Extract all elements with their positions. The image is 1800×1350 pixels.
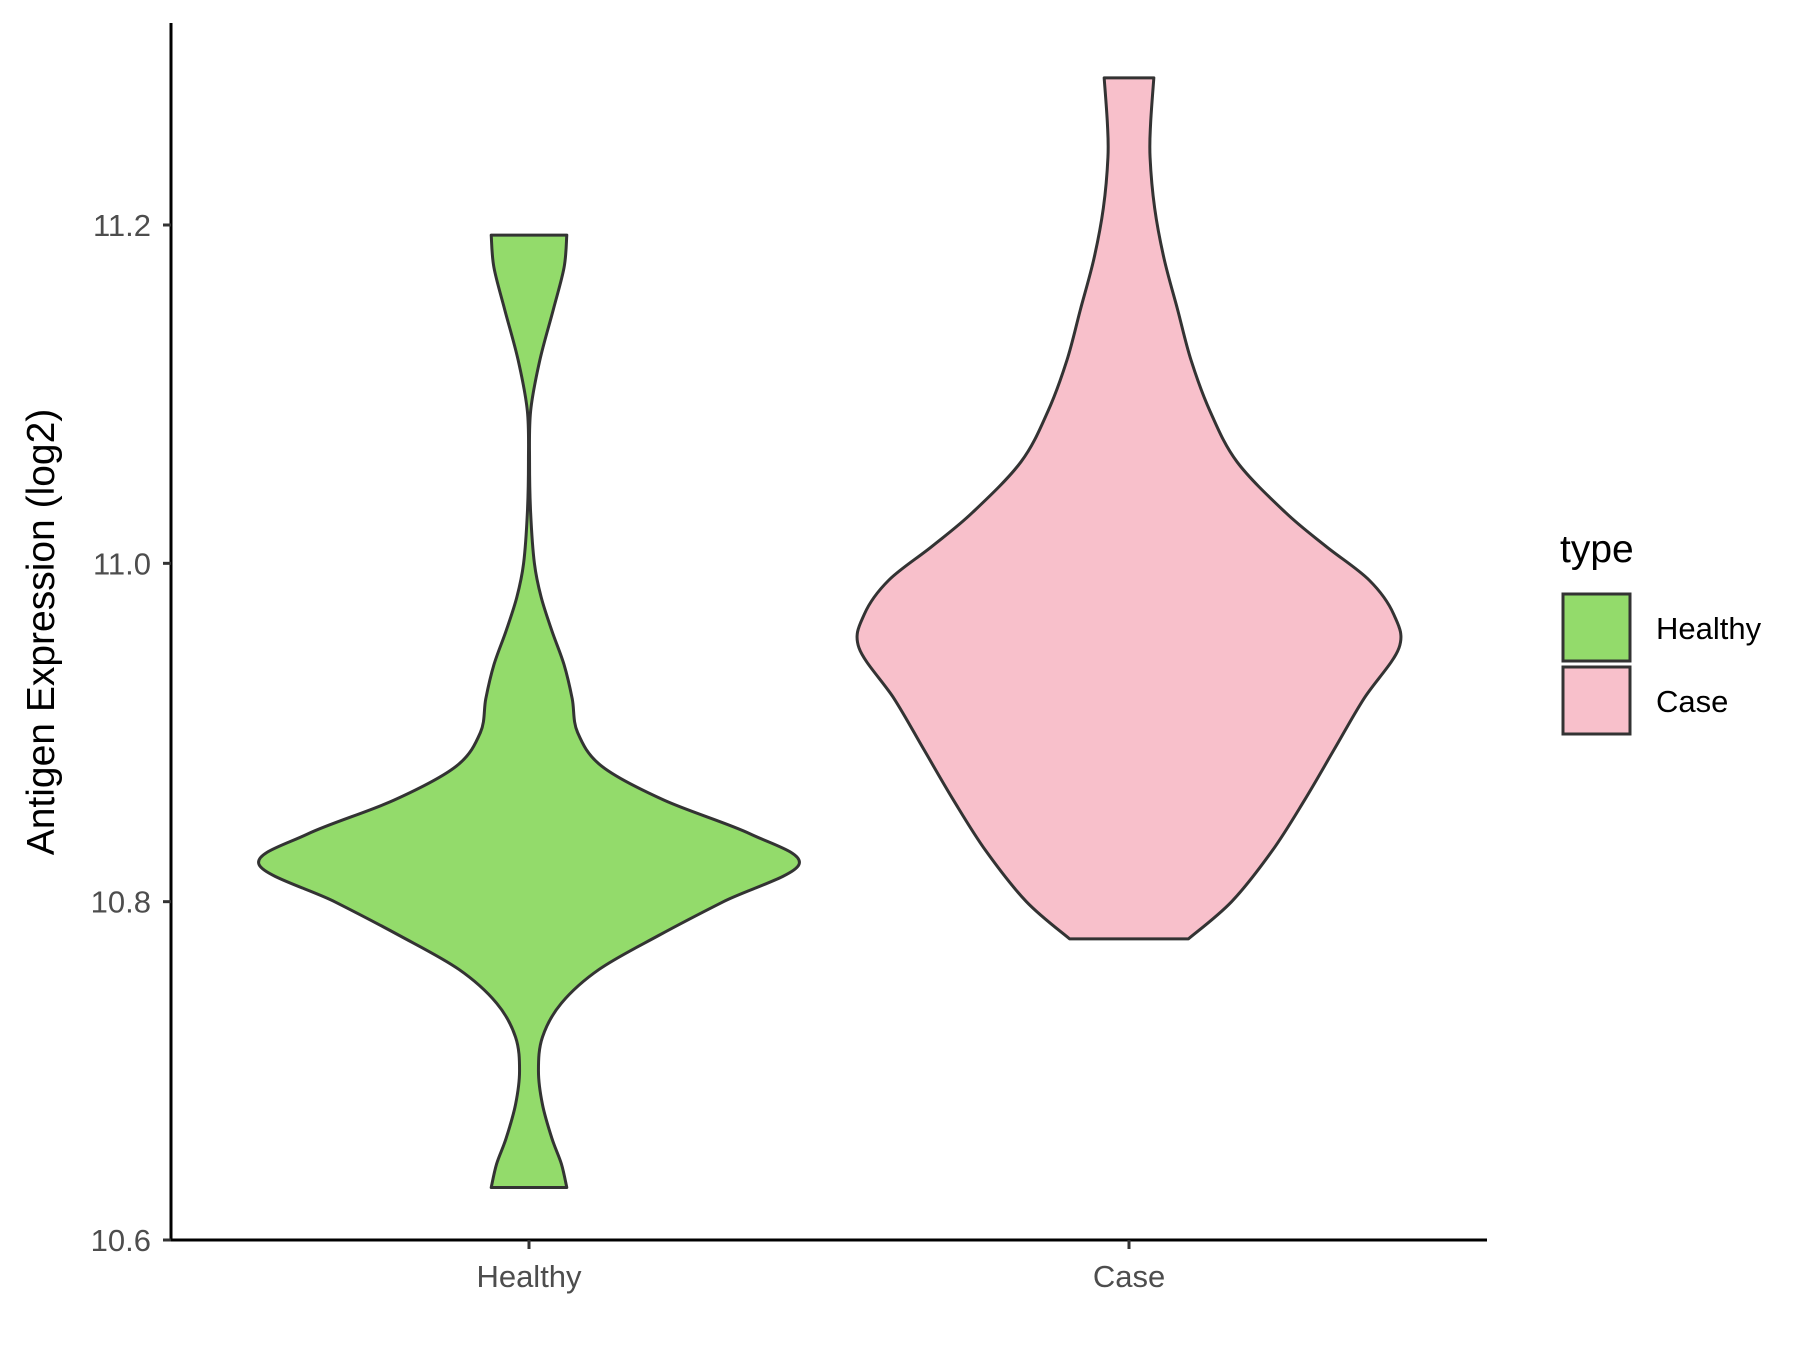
x-ticks: Healthy Case: [476, 1240, 1165, 1294]
violin-healthy: [257, 233, 801, 1190]
y-tick-label: 11.0: [93, 546, 151, 581]
violins-layer: [257, 76, 1403, 1190]
legend: type Healthy Case: [1560, 528, 1762, 736]
x-tick-label: Case: [1093, 1259, 1165, 1294]
legend-key-healthy: [1561, 592, 1632, 663]
violin-case: [855, 76, 1403, 941]
y-axis-title: Antigen Expression (log2): [20, 409, 63, 856]
legend-key-case: [1561, 665, 1632, 736]
y-ticks: 10.6 10.8 11.0 11.2: [91, 208, 171, 1258]
y-tick-label: 10.8: [91, 885, 151, 920]
legend-title: type: [1560, 528, 1634, 571]
x-tick-label: Healthy: [476, 1259, 582, 1294]
y-tick-label: 10.6: [91, 1223, 151, 1258]
legend-label-healthy: Healthy: [1656, 611, 1762, 646]
y-tick-label: 11.2: [93, 208, 151, 243]
legend-label-case: Case: [1656, 684, 1728, 719]
